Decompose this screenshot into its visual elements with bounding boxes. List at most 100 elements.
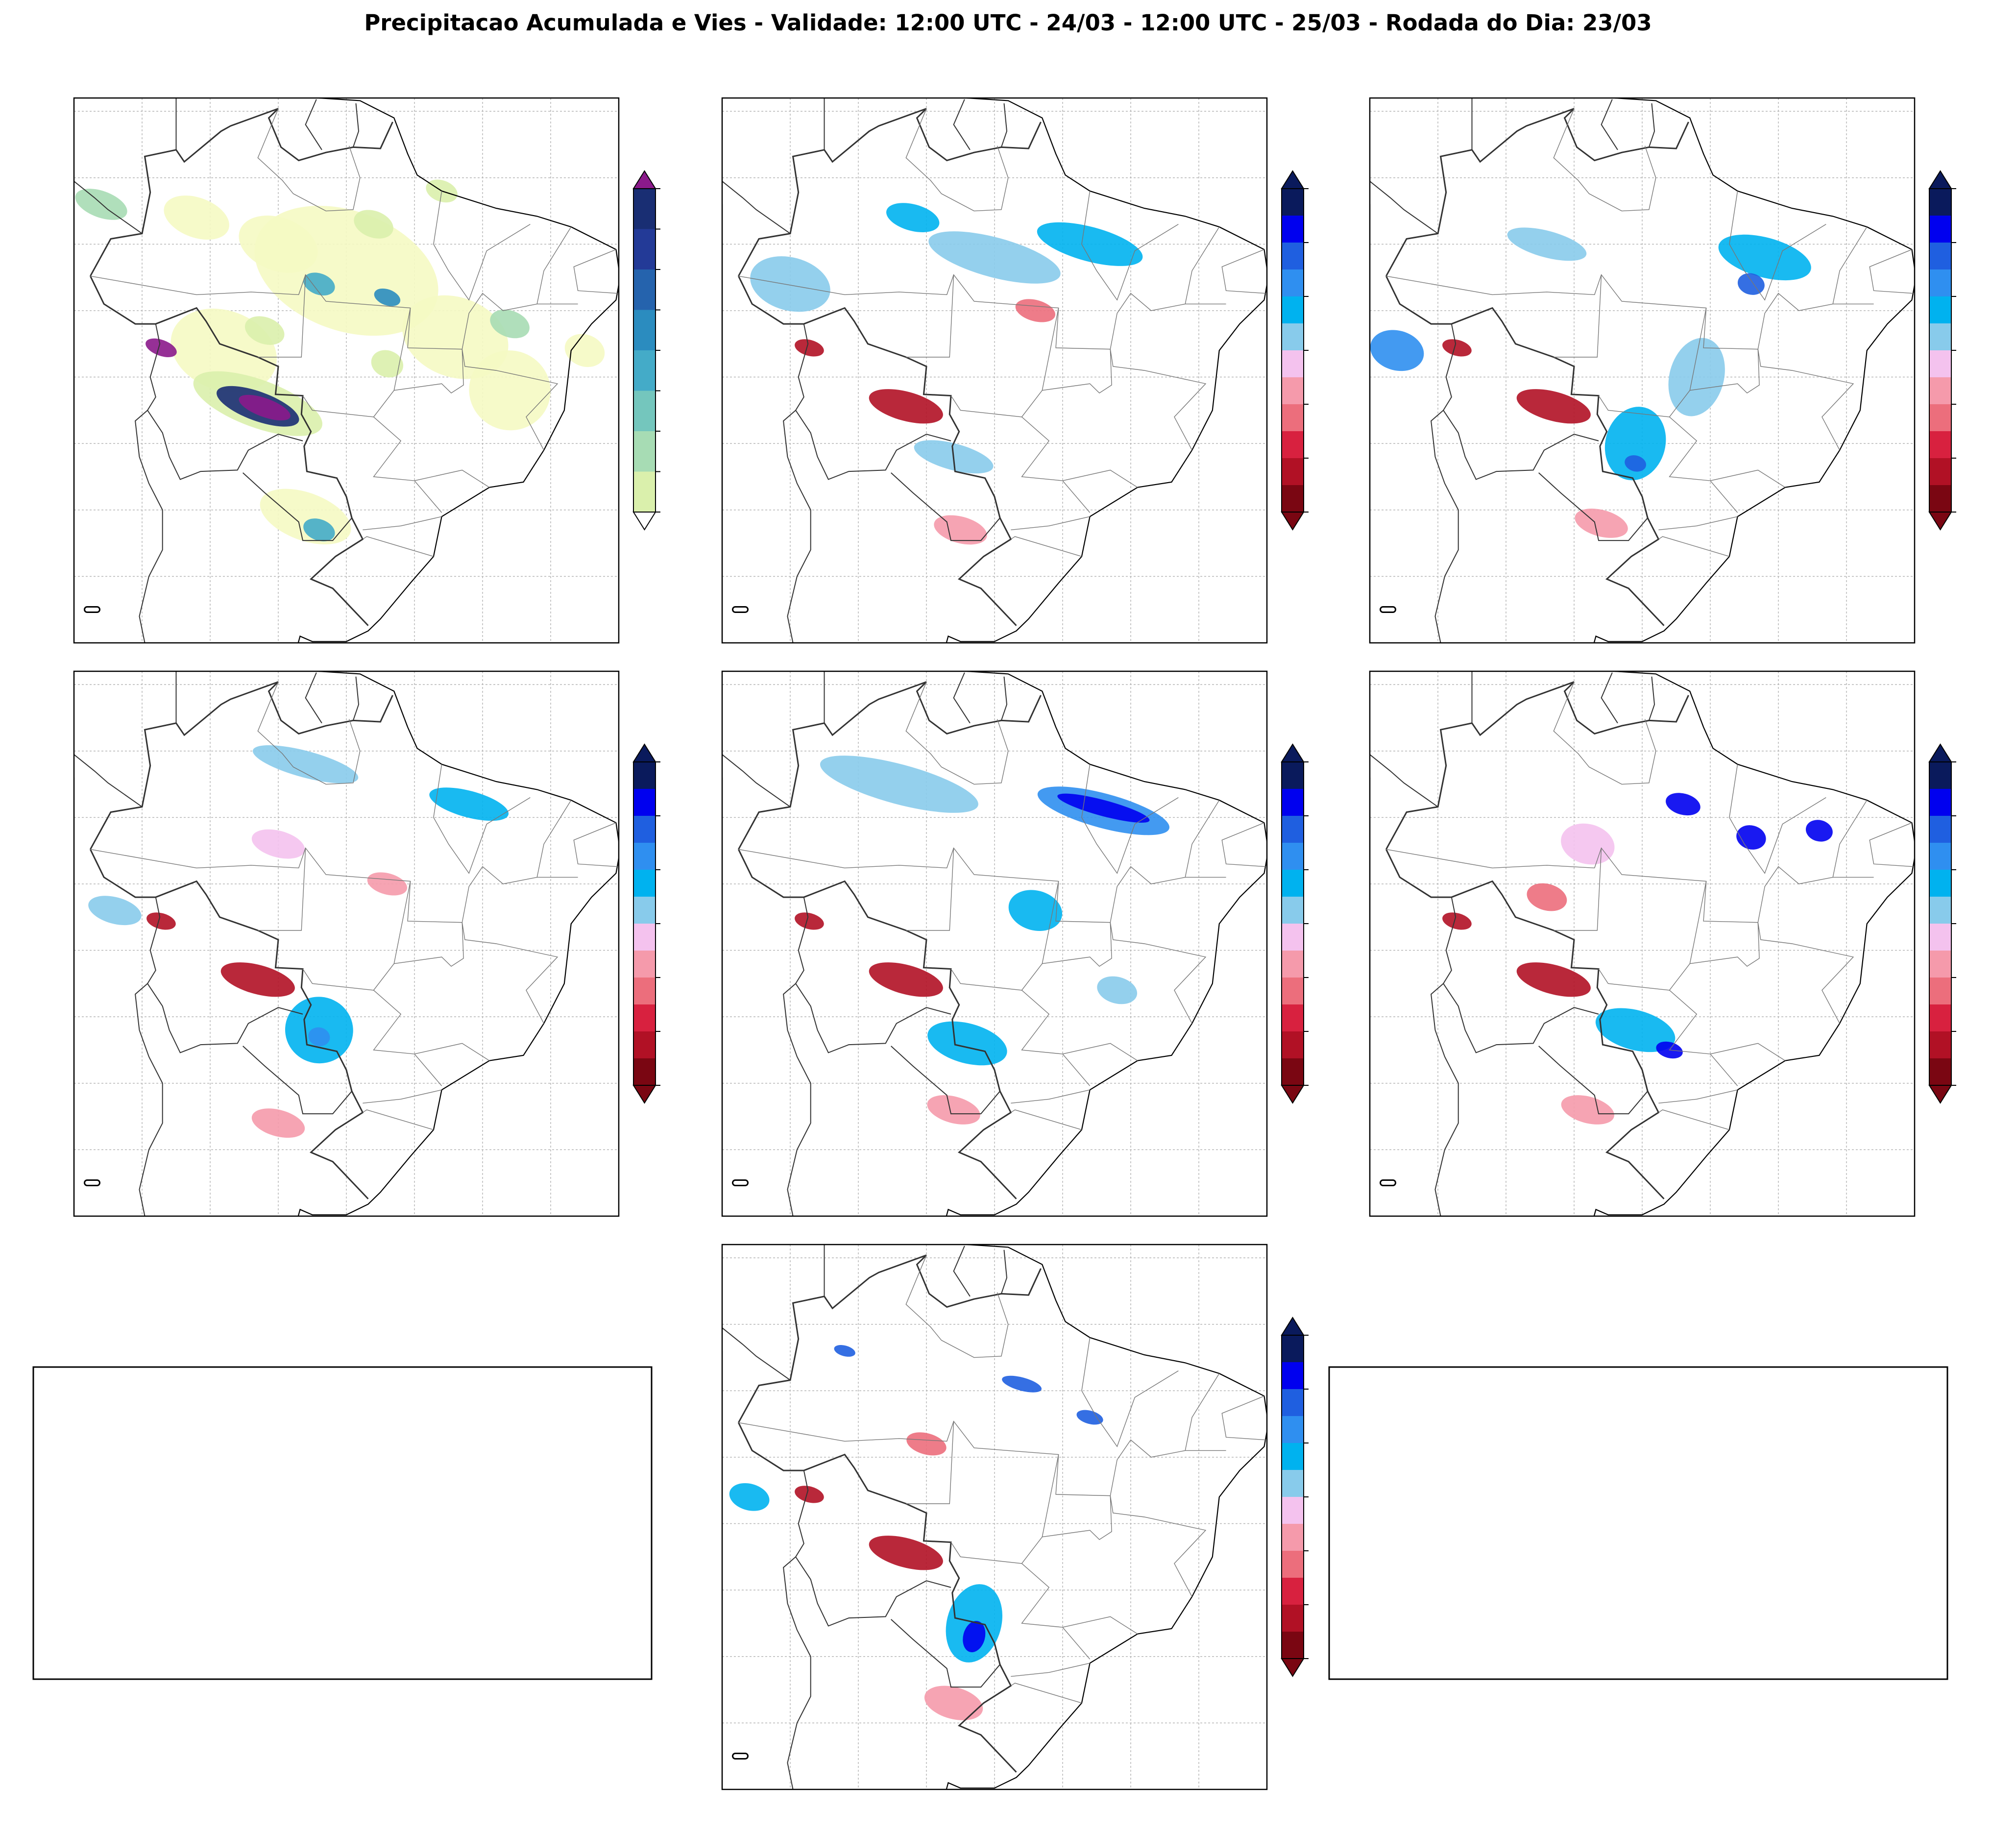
border-line (783, 983, 811, 1216)
colorbar-segment (633, 897, 656, 924)
field-blob (1002, 1375, 1042, 1393)
colorbar-extend-bottom (1281, 1658, 1305, 1677)
border-line (1538, 1046, 1648, 1115)
border-line (394, 349, 464, 393)
border-line (906, 1421, 954, 1504)
coastline (1370, 671, 1915, 1216)
field-blob (239, 394, 291, 421)
border-line (1185, 1373, 1220, 1451)
border-line (1370, 754, 1438, 807)
border-line (1185, 226, 1220, 304)
field-blob (303, 518, 335, 541)
credit-label (732, 1179, 749, 1186)
border-line (461, 349, 559, 451)
border-line (953, 1246, 971, 1297)
colorbar-segment (1929, 789, 1951, 816)
colorbar-segment (1929, 404, 1951, 432)
colorbar-extend-top (1281, 743, 1305, 762)
map-panel-merge (73, 97, 620, 644)
colorbar-segment (633, 843, 656, 870)
field-blob (1805, 820, 1833, 842)
field-blob (429, 787, 509, 821)
credit-label (84, 1179, 100, 1186)
border-line (74, 754, 143, 807)
border-line (1538, 472, 1648, 541)
colorbar-bam (1281, 170, 1309, 531)
map-panel-brams (1369, 670, 1916, 1217)
field-blob (1668, 338, 1725, 416)
colorbar-segment (1929, 431, 1951, 459)
border-line (1832, 226, 1868, 304)
border-line (90, 108, 393, 277)
colorbar-segment (1282, 1470, 1304, 1497)
border-line (433, 764, 531, 874)
border-line (1010, 1109, 1082, 1130)
border-line (1385, 681, 1689, 850)
field-blob (1097, 976, 1138, 1004)
colorbar-segment (1929, 350, 1951, 378)
colorbar-segment (633, 229, 656, 270)
border-line (738, 274, 1226, 350)
colorbar-segment (1282, 269, 1304, 297)
border-line (1221, 249, 1266, 294)
field-blob (1442, 912, 1472, 930)
border-line (783, 410, 811, 643)
border-line (1757, 349, 1854, 451)
colorbar-segment (633, 431, 656, 472)
colorbar-brams (1928, 743, 1956, 1104)
border-line (783, 1556, 811, 1789)
border-line (1042, 922, 1112, 967)
colorbar-segment (1282, 816, 1304, 843)
map-panel-wrf (73, 670, 620, 1217)
field-blob (564, 334, 605, 367)
border-line (1110, 349, 1207, 451)
border-line (1554, 274, 1602, 358)
field-blob (1625, 455, 1646, 472)
border-line (536, 226, 572, 304)
field-blob (1527, 883, 1567, 911)
colorbar-segment (1929, 269, 1951, 297)
border-line (90, 849, 369, 1199)
border-line (536, 800, 572, 878)
colorbar-segment (1929, 1004, 1951, 1032)
border-line (1000, 103, 1008, 147)
colorbar-wrf (632, 743, 660, 1104)
colorbar-segment (633, 350, 656, 391)
credit-label (84, 606, 100, 613)
border-line (352, 103, 360, 147)
credit-label (1380, 1179, 1396, 1186)
colorbar-segment (1282, 1416, 1304, 1443)
colorbar-extend-top (632, 170, 656, 189)
field-blob (1370, 330, 1424, 371)
colorbar-segment (1929, 216, 1951, 243)
colorbar-segment (1929, 762, 1951, 789)
border-line (824, 1245, 825, 1296)
colorbar-segment (1282, 789, 1304, 816)
field-blob (886, 203, 940, 232)
border-line (1000, 1249, 1008, 1294)
border-line (1185, 800, 1220, 878)
colorbar-extend-top (1928, 170, 1952, 189)
border-line (1757, 922, 1854, 1024)
field-blob (164, 196, 229, 240)
border-line (1386, 274, 1874, 350)
map-frame (73, 670, 620, 1217)
field-blob (251, 829, 305, 859)
border-line (1062, 1616, 1138, 1635)
border-line (352, 676, 360, 721)
map-frame (73, 97, 620, 644)
border-line (414, 1043, 490, 1061)
border-line (1110, 922, 1207, 1024)
border-line (738, 847, 1226, 923)
border-line (1554, 848, 1602, 931)
credit-label (1380, 606, 1396, 613)
colorbar-segment (1282, 1605, 1304, 1632)
coastline (74, 671, 619, 1216)
colorbar-extend-bottom (1281, 512, 1305, 531)
colorbar-segment (1929, 1058, 1951, 1086)
colorbar-segment (1929, 843, 1951, 870)
border-line (1000, 676, 1008, 721)
field-blob (869, 389, 943, 424)
colorbar-segment (633, 762, 656, 789)
border-line (950, 969, 1022, 991)
